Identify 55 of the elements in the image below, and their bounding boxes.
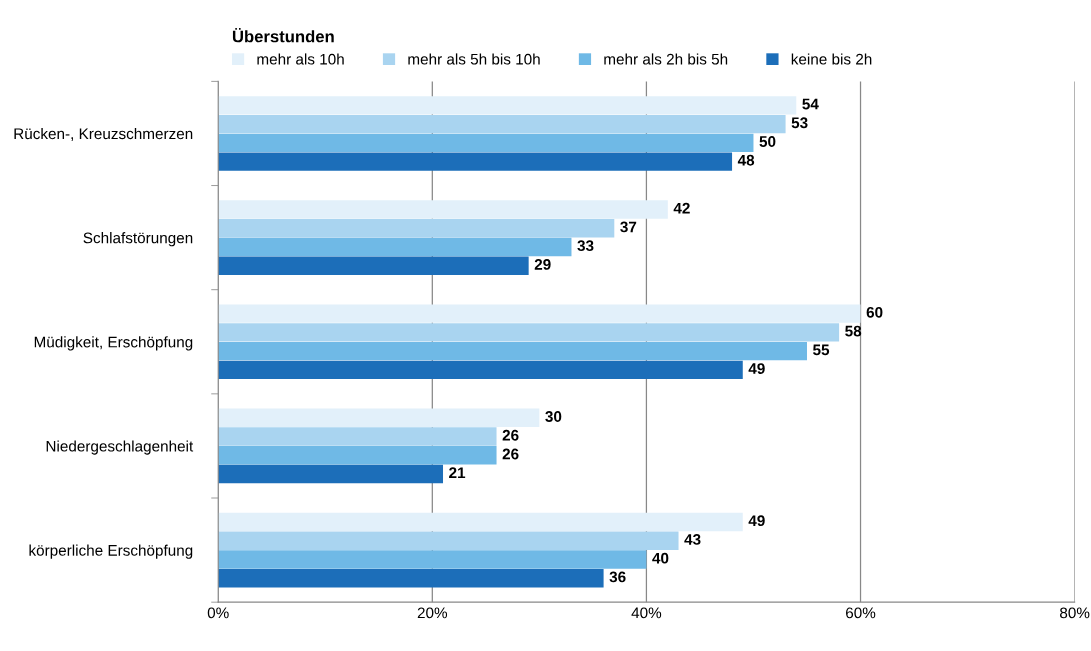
- bar: [218, 446, 497, 465]
- data-label: 48: [737, 154, 755, 166]
- legend-label: keine bis 2h: [791, 53, 872, 65]
- data-label: 49: [748, 515, 765, 527]
- legend-label: mehr als 2h bis 5h: [604, 53, 728, 65]
- data-label: 30: [545, 411, 562, 422]
- data-label: 42: [673, 202, 690, 214]
- bar: [218, 256, 529, 275]
- bar: [218, 408, 540, 427]
- legend-label: mehr als 5h bis 10h: [408, 53, 540, 65]
- x-tick-label: 60%: [846, 607, 876, 619]
- data-label: 53: [791, 117, 808, 129]
- y-tick-label: körperliche Erschöpfung: [29, 544, 193, 559]
- x-tick-label: 40%: [631, 607, 662, 619]
- bar: [218, 427, 497, 446]
- data-label: 40: [652, 552, 669, 564]
- data-label: 49: [748, 363, 765, 374]
- y-tick-label: Schlafstörungen: [83, 232, 193, 247]
- bar: [218, 200, 668, 219]
- y-tick-label: Müdigkeit, Erschöpfung: [34, 336, 193, 351]
- bar: [218, 569, 604, 588]
- data-label: 21: [449, 467, 466, 479]
- data-label: 29: [534, 259, 551, 270]
- data-label: 50: [759, 136, 776, 147]
- data-label: 26: [502, 448, 519, 460]
- bar: [218, 219, 615, 238]
- bar: [218, 464, 444, 484]
- data-label: 26: [502, 429, 519, 441]
- bar: [218, 304, 861, 323]
- bar: [218, 133, 754, 153]
- bar: [218, 531, 679, 550]
- data-label: 33: [577, 240, 594, 252]
- data-label: 43: [684, 534, 701, 545]
- x-tick-label: 0%: [207, 607, 229, 619]
- bar: [218, 360, 743, 380]
- bar: [218, 96, 797, 115]
- data-label: 60: [866, 306, 883, 318]
- y-tick-label: Rücken-, Kreuzschmerzen: [14, 127, 193, 141]
- bar: [218, 152, 733, 171]
- bar: [218, 237, 572, 257]
- data-label: 58: [845, 325, 862, 337]
- x-tick-label: 80%: [1060, 607, 1090, 619]
- legend-title: Überstunden: [232, 27, 334, 43]
- data-label: 37: [620, 221, 637, 233]
- bar: [218, 323, 840, 342]
- bar: [218, 550, 647, 569]
- bar: [218, 341, 807, 361]
- data-label: 36: [609, 571, 626, 583]
- data-label: 55: [813, 344, 830, 356]
- legend-label: mehr als 10h: [257, 53, 344, 65]
- x-tick-label: 20%: [417, 607, 448, 619]
- y-tick-label: Niedergeschlagenheit: [46, 440, 194, 455]
- data-label: 54: [802, 98, 819, 110]
- bar: [218, 114, 786, 134]
- bar: [218, 512, 743, 532]
